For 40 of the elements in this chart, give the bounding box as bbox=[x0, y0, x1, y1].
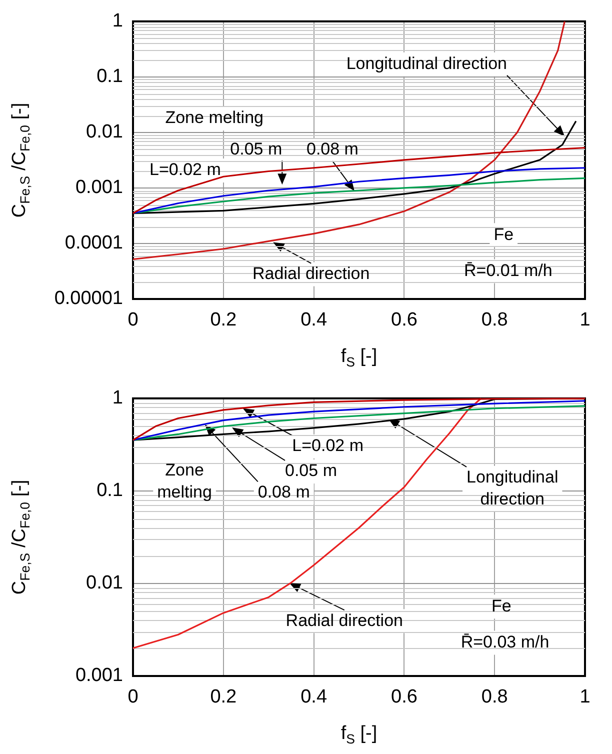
x-tick-label: 0.6 bbox=[390, 310, 418, 331]
annotation: Zone melting bbox=[165, 108, 264, 128]
x-tick-label: 1 bbox=[580, 686, 590, 708]
x-tick-label: 0.8 bbox=[481, 310, 508, 331]
x-tick-label: 0.4 bbox=[300, 686, 328, 708]
x-tick-label: 1 bbox=[580, 310, 590, 331]
annotation: Longitudinal direction bbox=[466, 468, 558, 509]
y-tick-label: 0.00001 bbox=[54, 288, 123, 310]
annotation: Fe bbox=[491, 596, 512, 616]
y-tick-label: 0.001 bbox=[75, 177, 123, 198]
y-tick-label: 1 bbox=[112, 10, 123, 32]
annotation: Zone melting bbox=[157, 460, 212, 502]
annotation: L=0.02 m bbox=[150, 160, 221, 180]
y-tick-label: 0.01 bbox=[86, 122, 123, 143]
annotation: 0.08 m bbox=[306, 140, 358, 159]
annotation: 0.05 m bbox=[284, 461, 337, 480]
y-axis-title: CFe,S /CFe,0 [-] bbox=[9, 480, 32, 595]
y-tick-label: 0.0001 bbox=[64, 232, 123, 254]
annotation: R̄=0.03 m/h bbox=[460, 632, 550, 652]
y-tick-label: 1 bbox=[112, 388, 123, 409]
x-tick-label: 0.6 bbox=[390, 686, 418, 708]
y-tick-label: 0.1 bbox=[96, 66, 123, 88]
annotation: Radial direction bbox=[286, 610, 403, 630]
annotation: 0.08 m bbox=[258, 482, 310, 502]
x-tick-label: 0.8 bbox=[481, 686, 508, 708]
annotation: Longitudinal direction bbox=[346, 54, 507, 74]
x-tick-label: 0.2 bbox=[210, 686, 237, 708]
annotation: 0.05 m bbox=[230, 139, 282, 158]
x-tick-label: 0 bbox=[128, 310, 138, 331]
annotation: R̄=0.01 m/h bbox=[464, 260, 552, 280]
x-tick-label: 0.2 bbox=[210, 310, 237, 331]
x-tick-label: 0.4 bbox=[300, 310, 328, 331]
y-axis-title: CFe,S /CFe,0 [-] bbox=[9, 102, 32, 218]
y-tick-label: 0.1 bbox=[96, 480, 123, 502]
y-tick-label: 0.01 bbox=[86, 572, 123, 594]
annotation: Fe bbox=[494, 224, 514, 244]
y-tick-label: 0.001 bbox=[75, 665, 123, 686]
annotation: Radial direction bbox=[252, 264, 370, 283]
annotation: L=0.02 m bbox=[292, 436, 364, 456]
x-tick-label: 0 bbox=[128, 686, 138, 708]
